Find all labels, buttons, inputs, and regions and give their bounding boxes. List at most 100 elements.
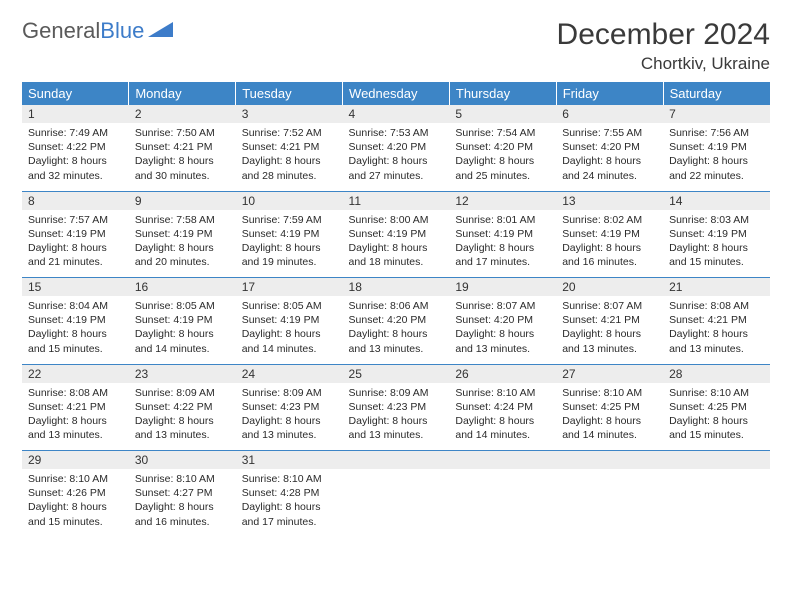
day-number-cell: 25 [343, 364, 450, 383]
day-content-cell: Sunrise: 7:59 AMSunset: 4:19 PMDaylight:… [236, 210, 343, 278]
sunset-line: Sunset: 4:22 PM [135, 400, 230, 414]
logo-triangle-icon [148, 18, 174, 44]
sunset-line: Sunset: 4:20 PM [562, 140, 657, 154]
day-number-cell [343, 451, 450, 470]
sunrise-line: Sunrise: 8:08 AM [28, 386, 123, 400]
day-number-row: 891011121314 [22, 191, 770, 210]
sunrise-line: Sunrise: 8:09 AM [135, 386, 230, 400]
day-content-cell: Sunrise: 8:01 AMSunset: 4:19 PMDaylight:… [449, 210, 556, 278]
day-number-cell: 26 [449, 364, 556, 383]
weekday-header: Tuesday [236, 82, 343, 105]
sunset-line: Sunset: 4:23 PM [349, 400, 444, 414]
sunrise-line: Sunrise: 8:04 AM [28, 299, 123, 313]
daylight-line: Daylight: 8 hours and 30 minutes. [135, 154, 230, 182]
daylight-line: Daylight: 8 hours and 17 minutes. [242, 500, 337, 528]
day-content-cell [343, 469, 450, 537]
day-content-cell: Sunrise: 8:09 AMSunset: 4:23 PMDaylight:… [343, 383, 450, 451]
day-number-cell: 30 [129, 451, 236, 470]
sunset-line: Sunset: 4:19 PM [135, 227, 230, 241]
day-content-cell: Sunrise: 8:08 AMSunset: 4:21 PMDaylight:… [663, 296, 770, 364]
sunset-line: Sunset: 4:22 PM [28, 140, 123, 154]
day-number-row: 22232425262728 [22, 364, 770, 383]
daylight-line: Daylight: 8 hours and 19 minutes. [242, 241, 337, 269]
daylight-line: Daylight: 8 hours and 13 minutes. [28, 414, 123, 442]
day-number-cell: 12 [449, 191, 556, 210]
weekday-header-row: Sunday Monday Tuesday Wednesday Thursday… [22, 82, 770, 105]
day-content-cell: Sunrise: 8:05 AMSunset: 4:19 PMDaylight:… [129, 296, 236, 364]
sunrise-line: Sunrise: 8:10 AM [455, 386, 550, 400]
day-content-cell: Sunrise: 8:00 AMSunset: 4:19 PMDaylight:… [343, 210, 450, 278]
sunset-line: Sunset: 4:20 PM [349, 313, 444, 327]
day-number-cell: 6 [556, 105, 663, 123]
sunrise-line: Sunrise: 8:02 AM [562, 213, 657, 227]
sunrise-line: Sunrise: 7:54 AM [455, 126, 550, 140]
sunrise-line: Sunrise: 8:10 AM [135, 472, 230, 486]
day-content-cell: Sunrise: 7:57 AMSunset: 4:19 PMDaylight:… [22, 210, 129, 278]
day-number-cell: 17 [236, 278, 343, 297]
weekday-header: Friday [556, 82, 663, 105]
sunset-line: Sunset: 4:28 PM [242, 486, 337, 500]
day-content-cell: Sunrise: 8:06 AMSunset: 4:20 PMDaylight:… [343, 296, 450, 364]
weekday-header: Thursday [449, 82, 556, 105]
day-content-cell: Sunrise: 8:07 AMSunset: 4:20 PMDaylight:… [449, 296, 556, 364]
daylight-line: Daylight: 8 hours and 13 minutes. [669, 327, 764, 355]
daylight-line: Daylight: 8 hours and 20 minutes. [135, 241, 230, 269]
calendar-table: Sunday Monday Tuesday Wednesday Thursday… [22, 82, 770, 537]
sunset-line: Sunset: 4:19 PM [455, 227, 550, 241]
day-content-row: Sunrise: 7:57 AMSunset: 4:19 PMDaylight:… [22, 210, 770, 278]
sunrise-line: Sunrise: 7:55 AM [562, 126, 657, 140]
sunset-line: Sunset: 4:21 PM [28, 400, 123, 414]
day-number-cell: 16 [129, 278, 236, 297]
sunset-line: Sunset: 4:20 PM [349, 140, 444, 154]
daylight-line: Daylight: 8 hours and 13 minutes. [349, 414, 444, 442]
day-content-cell: Sunrise: 8:09 AMSunset: 4:23 PMDaylight:… [236, 383, 343, 451]
sunrise-line: Sunrise: 8:10 AM [669, 386, 764, 400]
sunset-line: Sunset: 4:21 PM [242, 140, 337, 154]
day-content-cell: Sunrise: 8:10 AMSunset: 4:28 PMDaylight:… [236, 469, 343, 537]
day-content-cell: Sunrise: 8:08 AMSunset: 4:21 PMDaylight:… [22, 383, 129, 451]
sunrise-line: Sunrise: 8:07 AM [455, 299, 550, 313]
day-content-cell: Sunrise: 7:53 AMSunset: 4:20 PMDaylight:… [343, 123, 450, 191]
day-content-cell: Sunrise: 8:10 AMSunset: 4:26 PMDaylight:… [22, 469, 129, 537]
sunset-line: Sunset: 4:26 PM [28, 486, 123, 500]
sunrise-line: Sunrise: 7:52 AM [242, 126, 337, 140]
day-content-cell: Sunrise: 8:10 AMSunset: 4:25 PMDaylight:… [663, 383, 770, 451]
sunset-line: Sunset: 4:27 PM [135, 486, 230, 500]
daylight-line: Daylight: 8 hours and 28 minutes. [242, 154, 337, 182]
day-content-cell [663, 469, 770, 537]
daylight-line: Daylight: 8 hours and 13 minutes. [349, 327, 444, 355]
day-content-cell: Sunrise: 7:58 AMSunset: 4:19 PMDaylight:… [129, 210, 236, 278]
header: GeneralBlue December 2024 Chortkiv, Ukra… [22, 18, 770, 74]
sunrise-line: Sunrise: 8:00 AM [349, 213, 444, 227]
day-content-cell [556, 469, 663, 537]
day-number-cell [556, 451, 663, 470]
day-number-cell: 19 [449, 278, 556, 297]
weekday-header: Monday [129, 82, 236, 105]
day-number-cell: 11 [343, 191, 450, 210]
sunrise-line: Sunrise: 7:59 AM [242, 213, 337, 227]
day-number-row: 15161718192021 [22, 278, 770, 297]
daylight-line: Daylight: 8 hours and 13 minutes. [242, 414, 337, 442]
day-number-cell: 2 [129, 105, 236, 123]
sunset-line: Sunset: 4:21 PM [669, 313, 764, 327]
daylight-line: Daylight: 8 hours and 15 minutes. [28, 500, 123, 528]
sunset-line: Sunset: 4:25 PM [562, 400, 657, 414]
sunset-line: Sunset: 4:19 PM [669, 227, 764, 241]
daylight-line: Daylight: 8 hours and 13 minutes. [135, 414, 230, 442]
day-number-cell: 29 [22, 451, 129, 470]
sunrise-line: Sunrise: 8:10 AM [562, 386, 657, 400]
logo: GeneralBlue [22, 18, 174, 44]
daylight-line: Daylight: 8 hours and 14 minutes. [242, 327, 337, 355]
day-number-cell: 28 [663, 364, 770, 383]
logo-text-gray: General [22, 18, 100, 44]
sunset-line: Sunset: 4:25 PM [669, 400, 764, 414]
day-number-cell: 1 [22, 105, 129, 123]
day-content-cell: Sunrise: 8:03 AMSunset: 4:19 PMDaylight:… [663, 210, 770, 278]
daylight-line: Daylight: 8 hours and 24 minutes. [562, 154, 657, 182]
daylight-line: Daylight: 8 hours and 21 minutes. [28, 241, 123, 269]
sunrise-line: Sunrise: 7:57 AM [28, 213, 123, 227]
daylight-line: Daylight: 8 hours and 15 minutes. [669, 241, 764, 269]
day-number-cell: 15 [22, 278, 129, 297]
day-number-cell [449, 451, 556, 470]
sunrise-line: Sunrise: 7:58 AM [135, 213, 230, 227]
